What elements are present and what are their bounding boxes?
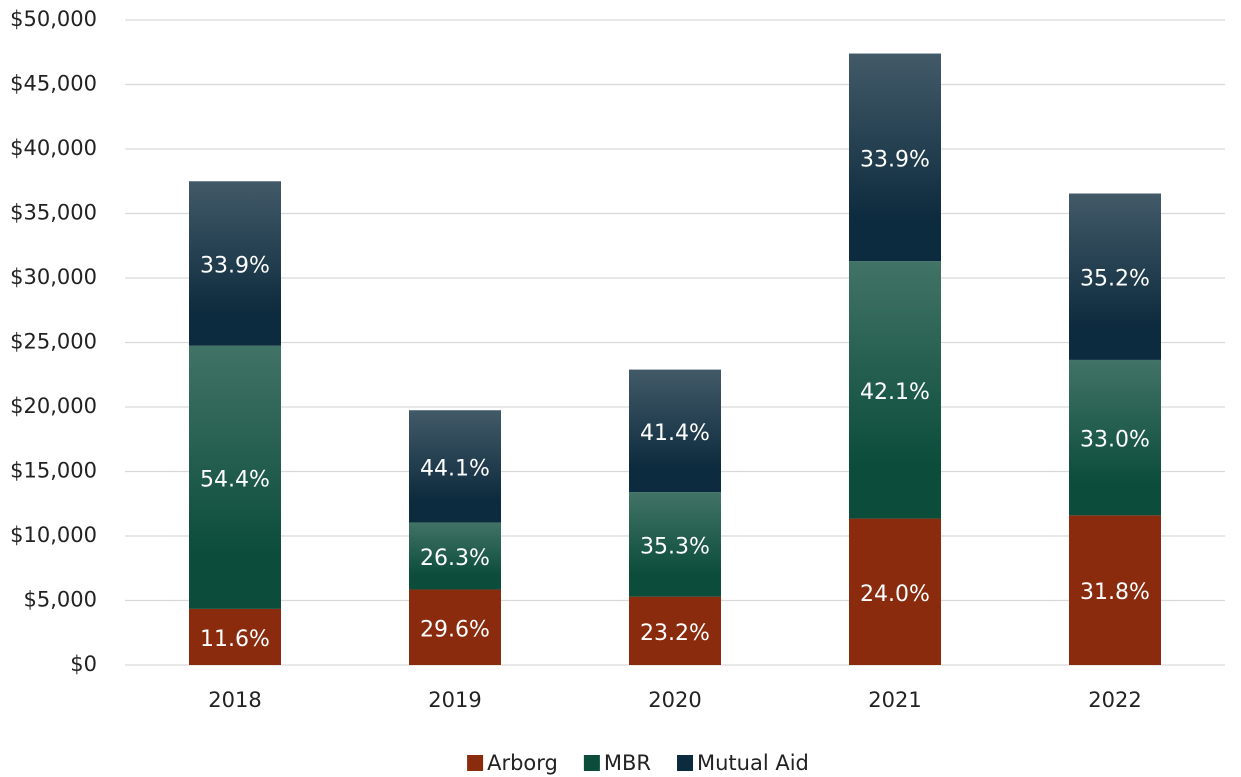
- bar-segment: [849, 261, 941, 519]
- segment-label: 33.0%: [1080, 428, 1150, 453]
- legend-swatch: [583, 755, 600, 771]
- segment-label: 24.0%: [860, 582, 930, 607]
- bar-segment: [629, 492, 721, 597]
- y-tick-label: $40,000: [10, 136, 97, 160]
- segment-label: 29.6%: [420, 617, 490, 642]
- x-tick-label: 2022: [1088, 688, 1141, 712]
- segment-label: 44.1%: [420, 456, 490, 481]
- segment-label: 26.3%: [420, 546, 490, 571]
- bar-segment: [849, 518, 941, 665]
- legend-label: MBR: [604, 751, 651, 775]
- segment-label: 54.4%: [200, 467, 270, 492]
- bar-segment: [1069, 193, 1161, 360]
- y-tick-label: $30,000: [10, 265, 97, 289]
- segment-label: 11.6%: [200, 627, 270, 652]
- y-tick-label: $50,000: [10, 7, 97, 31]
- y-tick-label: $45,000: [10, 72, 97, 96]
- y-tick-label: $15,000: [10, 459, 97, 483]
- x-tick-label: 2021: [868, 688, 921, 712]
- bar-segment: [189, 181, 281, 346]
- legend-label: Arborg: [487, 751, 558, 775]
- legend-swatch: [467, 755, 484, 771]
- segment-label: 42.1%: [860, 380, 930, 405]
- segment-label: 33.9%: [860, 147, 930, 172]
- bar-segment: [189, 608, 281, 665]
- segment-label: 33.9%: [200, 253, 270, 278]
- y-tick-label: $20,000: [10, 394, 97, 418]
- x-tick-label: 2018: [208, 688, 261, 712]
- x-tick-label: 2019: [428, 688, 481, 712]
- y-tick-label: $10,000: [10, 523, 97, 547]
- bar-segment: [629, 596, 721, 665]
- x-tick-label: 2020: [648, 688, 701, 712]
- bar-segment: [1069, 359, 1161, 516]
- bar-segment: [409, 589, 501, 665]
- y-tick-label: $25,000: [10, 330, 97, 354]
- legend-label: Mutual Aid: [697, 751, 809, 775]
- segment-label: 23.2%: [640, 621, 710, 646]
- segment-label: 31.8%: [1080, 580, 1150, 605]
- bar-segment: [409, 410, 501, 523]
- bar-segment: [409, 522, 501, 590]
- legend-swatch: [677, 755, 694, 771]
- segment-label: 35.3%: [640, 534, 710, 559]
- legend: Arborg MBR Mutual Aid: [467, 751, 809, 775]
- segment-label: 41.4%: [640, 421, 710, 446]
- bar-segment: [1069, 515, 1161, 665]
- y-tick-label: $0: [70, 652, 97, 676]
- segment-label: 35.2%: [1080, 267, 1150, 292]
- y-tick-label: $5,000: [24, 588, 97, 612]
- y-tick-label: $35,000: [10, 201, 97, 225]
- bar-segment: [849, 53, 941, 262]
- bar-segment: [629, 369, 721, 493]
- bar-segment: [189, 345, 281, 609]
